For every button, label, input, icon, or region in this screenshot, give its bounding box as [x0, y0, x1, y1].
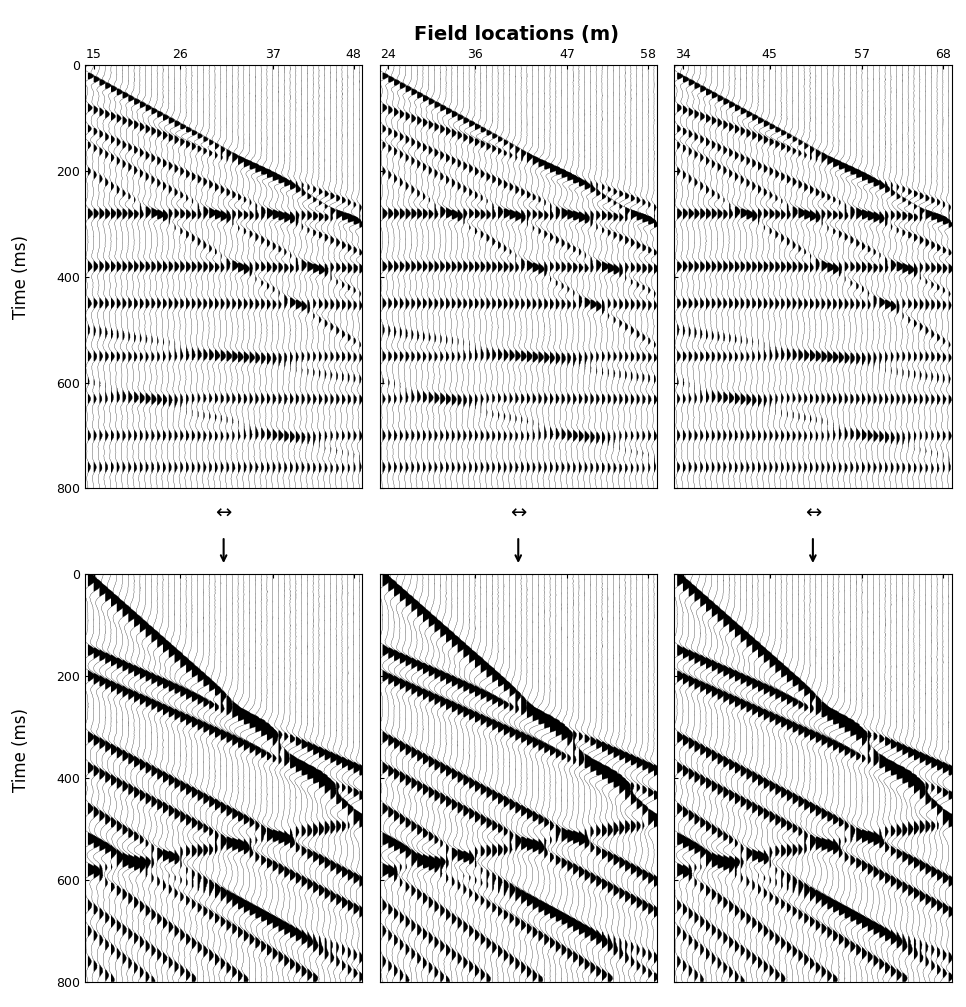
Text: ↔: ↔ [805, 504, 821, 523]
Text: ↔: ↔ [510, 504, 526, 523]
Text: Field locations (m): Field locations (m) [414, 25, 619, 44]
Text: Time (ms): Time (ms) [13, 708, 30, 793]
Text: Time (ms): Time (ms) [13, 235, 30, 319]
Text: ↔: ↔ [215, 504, 232, 523]
